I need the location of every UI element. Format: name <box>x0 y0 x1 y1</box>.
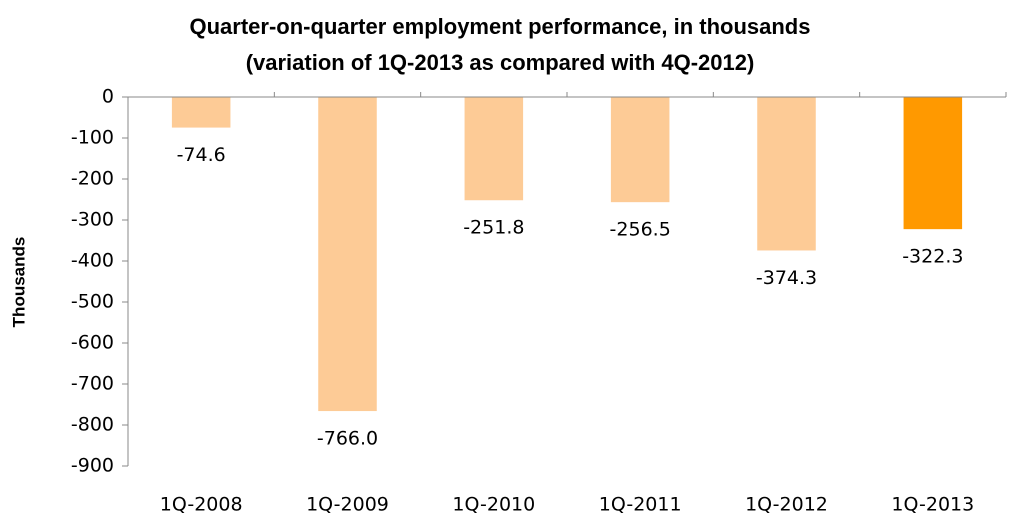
x-tick-label: 1Q-2010 <box>452 494 535 516</box>
x-tick-label: 1Q-2008 <box>160 494 243 516</box>
data-label: -374.3 <box>756 267 817 289</box>
bar <box>464 97 524 201</box>
chart-title: Quarter-on-quarter employment performanc… <box>190 14 811 39</box>
data-label: -251.8 <box>463 217 524 239</box>
y-tick-label: -700 <box>71 373 114 395</box>
x-tick-label: 1Q-2009 <box>306 494 389 516</box>
bar <box>903 97 963 230</box>
chart-title: (variation of 1Q-2013 as compared with 4… <box>246 50 755 75</box>
y-tick-label: -100 <box>71 127 114 149</box>
bar <box>171 97 231 128</box>
y-tick-label: -800 <box>71 414 114 436</box>
bar <box>318 97 377 412</box>
y-tick-label: -600 <box>71 332 114 354</box>
data-label: -766.0 <box>317 428 378 450</box>
x-tick-label: 1Q-2012 <box>745 494 828 516</box>
x-tick-label: 1Q-2011 <box>599 494 682 516</box>
y-tick-label: -900 <box>71 455 114 477</box>
bar <box>757 97 816 251</box>
data-label: -322.3 <box>902 246 963 268</box>
y-tick-label: -500 <box>71 291 114 313</box>
data-label: -256.5 <box>610 219 671 241</box>
x-tick-label: 1Q-2013 <box>891 494 974 516</box>
bar <box>610 97 670 203</box>
y-tick-label: -200 <box>71 168 114 190</box>
y-axis-label: Thousands <box>9 237 28 328</box>
y-tick-label: 0 <box>102 86 114 108</box>
data-label: -74.6 <box>177 144 226 166</box>
y-tick-label: -400 <box>71 250 114 272</box>
y-tick-label: -300 <box>71 209 114 231</box>
